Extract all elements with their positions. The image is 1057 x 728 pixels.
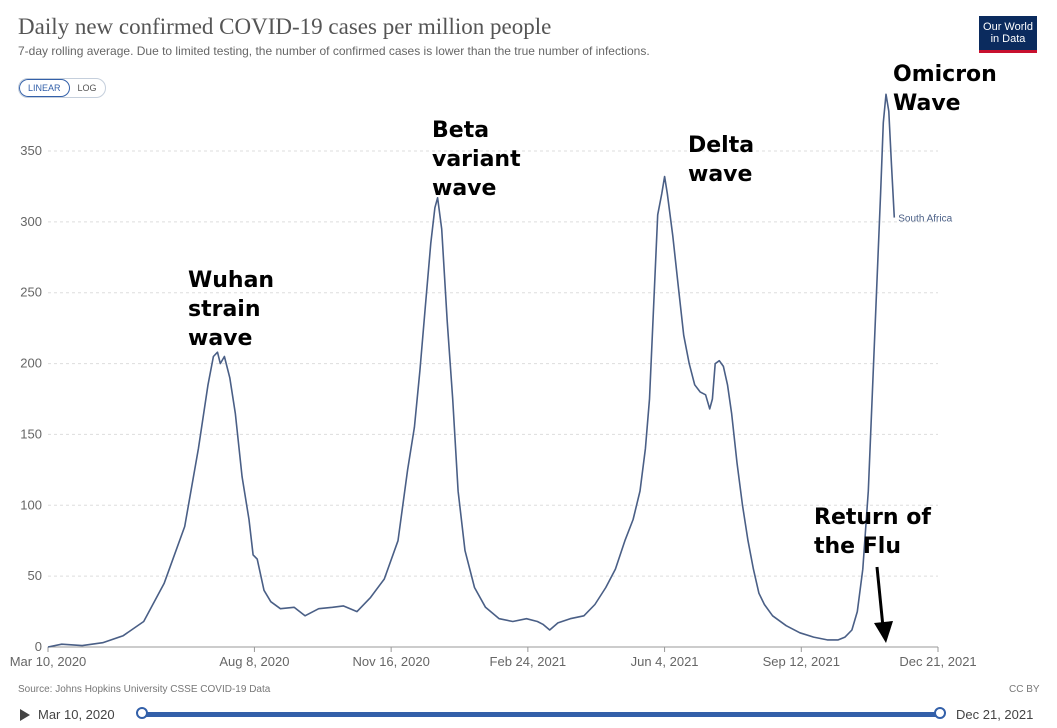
y-tick-label: 200	[20, 356, 42, 371]
annotation-wuhan: strain	[188, 297, 261, 322]
timeline-start-handle[interactable]	[136, 707, 148, 719]
play-icon[interactable]	[20, 709, 30, 721]
flu-arrow-head	[874, 621, 893, 643]
annotation-omicron: Wave	[893, 91, 961, 116]
annotation-delta: Delta	[688, 133, 754, 158]
linear-scale-button[interactable]: LINEAR	[19, 79, 70, 97]
timeline-start-label: Mar 10, 2020	[38, 707, 115, 722]
timeline-end-handle[interactable]	[934, 707, 946, 719]
scale-toggle: LINEAR LOG	[18, 78, 106, 98]
chart-title: Daily new confirmed COVID-19 cases per m…	[18, 14, 552, 39]
annotation-beta: Beta	[432, 118, 489, 143]
timeline-end-label: Dec 21, 2021	[956, 707, 1034, 722]
series-line-south-africa	[47, 93, 896, 648]
source-note[interactable]: Source: Johns Hopkins University CSSE CO…	[18, 684, 271, 695]
owid-logo[interactable]: Our World in Data	[979, 16, 1037, 53]
x-tick-label: Dec 21, 2021	[899, 654, 976, 669]
annotation-beta: wave	[432, 176, 496, 201]
y-tick-label: 100	[20, 497, 42, 512]
chart-subtitle: 7-day rolling average. Due to limited te…	[18, 44, 650, 58]
x-tick-label: Mar 10, 2020	[10, 654, 87, 669]
y-tick-label: 350	[20, 143, 42, 158]
annotation-flu: Return of	[814, 505, 931, 530]
y-tick-label: 300	[20, 214, 42, 229]
y-tick-label: 50	[28, 568, 42, 583]
annotation-flu: the Flu	[814, 534, 901, 559]
flu-arrow-shaft	[875, 566, 885, 628]
x-tick-label: Sep 12, 2021	[763, 654, 840, 669]
y-tick-label: 0	[35, 639, 42, 654]
timeline-slider: Mar 10, 2020 Dec 21, 2021	[0, 700, 1057, 728]
logo-line-1: Our World	[983, 21, 1033, 33]
license-label[interactable]: CC BY	[1009, 684, 1040, 695]
line-chart: 0 50 100 150 200 250 300 350 Mar 10, 2020 Aug 8, …	[10, 62, 997, 669]
log-scale-button[interactable]: LOG	[77, 83, 97, 93]
y-tick-label: 150	[20, 426, 42, 441]
x-tick-label: Feb 24, 2021	[490, 654, 567, 669]
series-label-south-africa: South Africa	[898, 214, 952, 225]
annotation-wuhan: Wuhan	[188, 268, 274, 293]
logo-line-2: in Data	[990, 33, 1026, 45]
annotation-beta: variant	[432, 147, 521, 172]
x-tick-label: Jun 4, 2021	[631, 654, 699, 669]
x-tick-label: Nov 16, 2020	[352, 654, 429, 669]
annotation-omicron: Omicron	[893, 62, 997, 87]
y-tick-label: 250	[20, 285, 42, 300]
timeline-track[interactable]	[142, 712, 940, 717]
annotation-wuhan: wave	[188, 326, 252, 351]
x-tick-label: Aug 8, 2020	[219, 654, 289, 669]
annotation-delta: wave	[688, 162, 752, 187]
